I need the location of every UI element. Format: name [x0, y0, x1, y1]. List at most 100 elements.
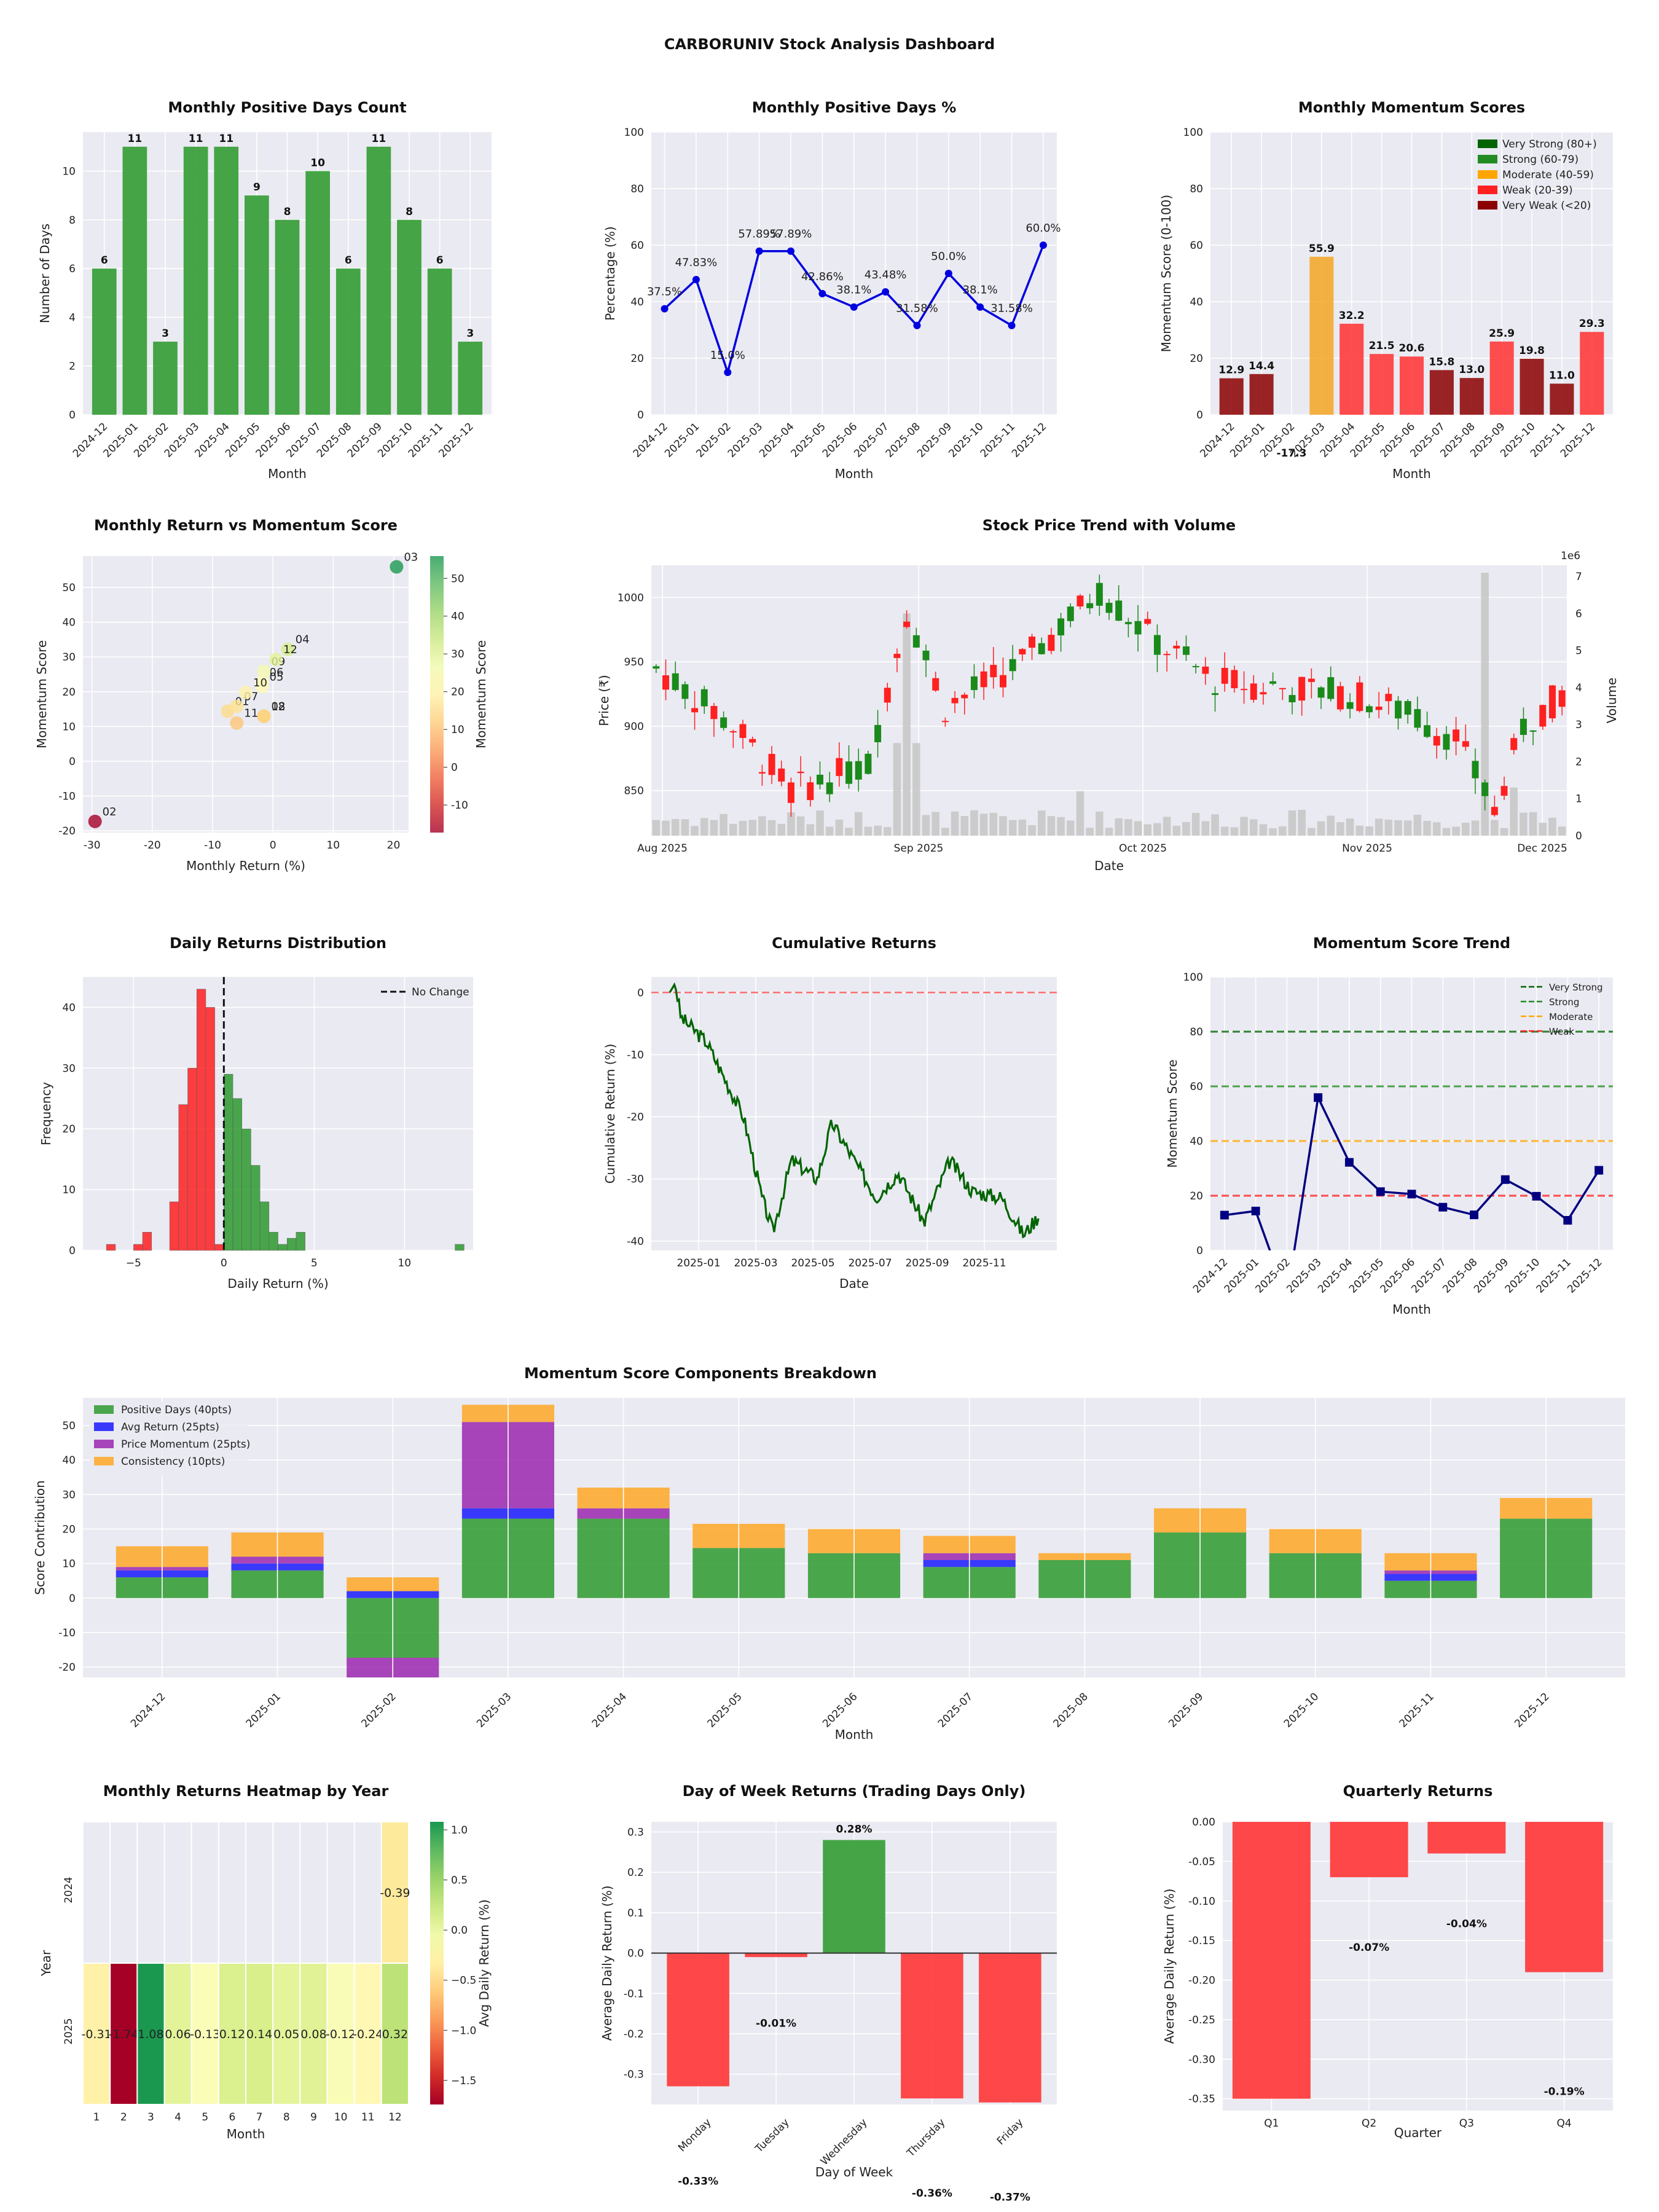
candle-body	[1481, 782, 1489, 796]
cell-label: -0.24	[353, 2028, 383, 2041]
bar	[458, 342, 483, 415]
candle-body	[700, 689, 708, 707]
heatmap-cell	[218, 1821, 247, 1964]
y-tick-label: 4	[69, 312, 76, 324]
y-tick-label: 10	[62, 1184, 76, 1196]
data-point	[976, 303, 984, 311]
y-tick-label: 950	[624, 656, 644, 669]
chart-title: Monthly Returns Heatmap by Year	[103, 1783, 389, 1800]
volume-bar	[1375, 818, 1383, 836]
y-tick-label: 20	[62, 686, 76, 699]
candle-body	[1048, 635, 1055, 651]
heatmap-cell	[82, 1821, 111, 1964]
y-tick-label: 6	[69, 263, 76, 275]
data-label: 6	[101, 254, 108, 267]
y2-offset: 1e6	[1561, 550, 1580, 562]
candle-body	[1404, 701, 1411, 715]
bar	[1219, 378, 1244, 415]
volume-bar	[922, 815, 930, 836]
candle-body	[836, 758, 843, 776]
legend-label: Price Momentum (25pts)	[121, 1438, 250, 1451]
data-point	[944, 270, 952, 277]
y-axis-label: Volume	[1604, 678, 1619, 723]
data-marker	[1251, 1206, 1260, 1215]
data-marker	[1470, 1210, 1479, 1220]
volume-bar	[652, 820, 661, 836]
volume-bar	[1134, 821, 1142, 836]
x-tick-label: 2025-09	[1166, 1690, 1206, 1730]
candle-body	[845, 761, 853, 784]
y-tick-label: -0.15	[1188, 1935, 1215, 1947]
point-label: 03	[404, 551, 418, 564]
chart-return-vs-momentum: -20 -10 0 10 20 30 40 50 -30 -20 -10 0 10 20 12 0 10 20 30…	[34, 517, 488, 873]
data-label: 25.9	[1489, 327, 1515, 340]
colorbar-tick-label: 10	[451, 724, 465, 736]
volume-bar	[1008, 820, 1017, 836]
legend-label: Strong	[1549, 997, 1579, 1008]
volume-bar	[1269, 828, 1277, 836]
x-tick-label: Wednesday	[818, 2116, 870, 2168]
chart-title: Quarterly Returns	[1343, 1783, 1493, 1800]
x-tick-label: 2025-08	[1051, 1690, 1091, 1730]
colorbar-tick-label: 1.0	[451, 1824, 468, 1837]
data-label: 32.2	[1339, 310, 1365, 322]
x-tick-label: 4	[175, 2111, 181, 2124]
candle-body	[961, 694, 968, 699]
y-tick-label: 100	[1183, 971, 1203, 984]
x-tick-label: 2025-07	[848, 1257, 892, 1269]
data-label: -0.19%	[1544, 2086, 1585, 2098]
heatmap-cell	[82, 1963, 111, 2105]
scatter-point	[255, 675, 269, 689]
y-tick-label: 40	[62, 1454, 76, 1467]
y-tick-label: 1000	[618, 592, 644, 604]
y-tick-label: -10	[58, 791, 76, 803]
candle-body	[1077, 595, 1084, 606]
cell-label: -0.39	[380, 1886, 410, 1900]
y-tick-label: 40	[1190, 296, 1203, 308]
histogram-bar	[224, 1073, 233, 1251]
bar	[275, 219, 300, 415]
histogram-bar	[142, 1232, 152, 1251]
candle-body	[1212, 693, 1219, 696]
candle-body	[816, 774, 823, 785]
candle-body	[768, 753, 775, 775]
candle-body	[1327, 677, 1335, 699]
y-tick-label: 20	[62, 1123, 76, 1135]
volume-bar	[796, 816, 805, 836]
histogram-bar	[169, 1201, 179, 1251]
y-tick-label: 0	[69, 1593, 76, 1605]
x-tick-label: Friday	[995, 2116, 1026, 2147]
cell-label: -0.13	[190, 2028, 220, 2041]
x-tick-label: 2025-05	[705, 1690, 744, 1730]
y-tick-label: -0.30	[1188, 2053, 1215, 2066]
candle-body	[1067, 606, 1074, 621]
volume-bar	[874, 825, 882, 836]
candle-body	[1453, 729, 1460, 742]
y-tick-label: 2025	[63, 2018, 75, 2044]
candle-body	[1298, 677, 1306, 701]
candle-body	[1424, 725, 1431, 737]
histogram-bar	[241, 1128, 251, 1251]
y-tick-label: 0.2	[627, 1867, 644, 1879]
x-tick-label: Q2	[1362, 2117, 1376, 2130]
bar	[1330, 1822, 1408, 1878]
bar	[1489, 341, 1514, 415]
volume-bar	[1191, 813, 1200, 836]
bar	[1399, 356, 1424, 415]
volume-bar	[1558, 826, 1566, 836]
volume-bar	[1240, 817, 1248, 836]
volume-bar	[1481, 573, 1489, 836]
candle-body	[1115, 600, 1123, 621]
x-tick-label: Nov 2025	[1342, 842, 1392, 855]
histogram-bar	[296, 1232, 305, 1251]
y-tick-label: 60	[630, 240, 644, 252]
data-marker	[1563, 1216, 1572, 1225]
x-tick-label: Q4	[1557, 2117, 1572, 2130]
cell-label: 0.08	[300, 2028, 326, 2041]
y-axis-label: Score Contribution	[33, 1480, 47, 1595]
data-marker	[1220, 1210, 1229, 1220]
colorbar-tick-label: −1.5	[451, 2075, 476, 2087]
candle-body	[758, 772, 766, 774]
scatter-point	[230, 699, 244, 713]
